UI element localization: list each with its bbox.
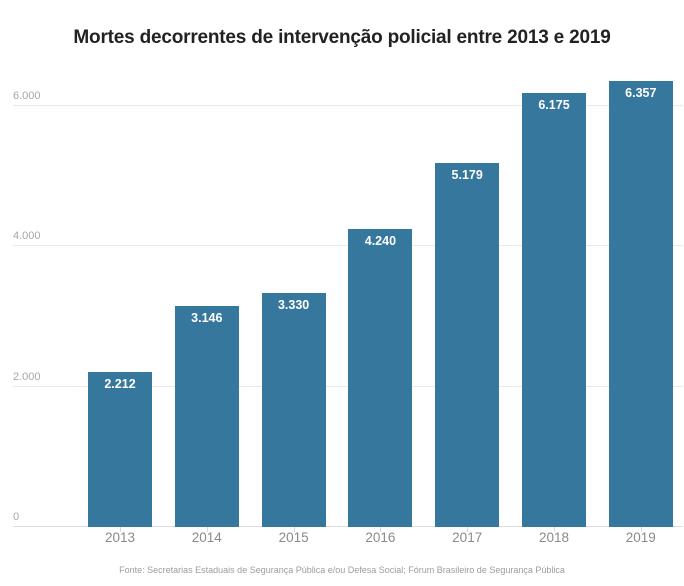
y-tick-label: 4.000 xyxy=(13,230,41,243)
x-axis-label-2016: 2016 xyxy=(365,530,396,545)
bar-2016[interactable]: 4.240 xyxy=(348,229,413,527)
source-note: Fonte: Secretarias Estaduais de Seguranç… xyxy=(119,565,565,575)
x-axis-label-2019: 2019 xyxy=(625,530,656,545)
bar-2017[interactable]: 5.179 xyxy=(435,163,500,527)
gridline-0 xyxy=(13,526,683,527)
bar-value-label: 2.212 xyxy=(104,376,136,391)
x-axis-tick xyxy=(640,527,642,532)
bar-2019[interactable]: 6.357 xyxy=(608,80,673,527)
bar-value-label: 6.175 xyxy=(538,98,570,113)
x-axis-tick xyxy=(554,527,555,532)
bar-2013[interactable]: 2.212 xyxy=(88,371,152,527)
x-axis-tick xyxy=(293,527,295,532)
bar-value-label: 6.357 xyxy=(625,85,657,100)
x-axis-tick xyxy=(467,527,469,532)
x-axis-label-2015: 2015 xyxy=(278,530,309,545)
x-axis-tick xyxy=(380,527,382,532)
bar-value-label: 3.330 xyxy=(277,298,310,313)
bar-2015[interactable]: 3.330 xyxy=(261,293,326,527)
x-axis-tick xyxy=(206,527,208,532)
bar-value-label: 3.146 xyxy=(191,311,223,326)
bar-value-label: 5.179 xyxy=(451,168,483,183)
bar-2018[interactable]: 6.175 xyxy=(522,93,586,527)
x-axis-label-2018: 2018 xyxy=(538,530,570,545)
y-tick-label: 0 xyxy=(13,511,20,523)
x-axis-label-2017: 2017 xyxy=(452,530,483,545)
bar-2014[interactable]: 3.146 xyxy=(174,306,239,527)
y-tick-label: 2.000 xyxy=(13,370,41,383)
chart-title: Mortes decorrentes de intervenção polici… xyxy=(73,27,611,48)
bar-chart-plot-area: 6.000 4.000 2.000 0 2.212 2013 3.146 2014 3.330 2… xyxy=(13,60,683,545)
gridline-2.000 xyxy=(13,385,683,387)
x-axis-tick xyxy=(120,527,121,532)
x-axis-label-2014: 2014 xyxy=(191,530,222,545)
y-tick-label: 6.000 xyxy=(13,89,41,102)
bar-value-label: 4.240 xyxy=(364,234,397,249)
gridline-4.000 xyxy=(13,245,683,247)
gridline-6.000 xyxy=(13,104,683,106)
x-axis-label-2013: 2013 xyxy=(104,530,136,545)
